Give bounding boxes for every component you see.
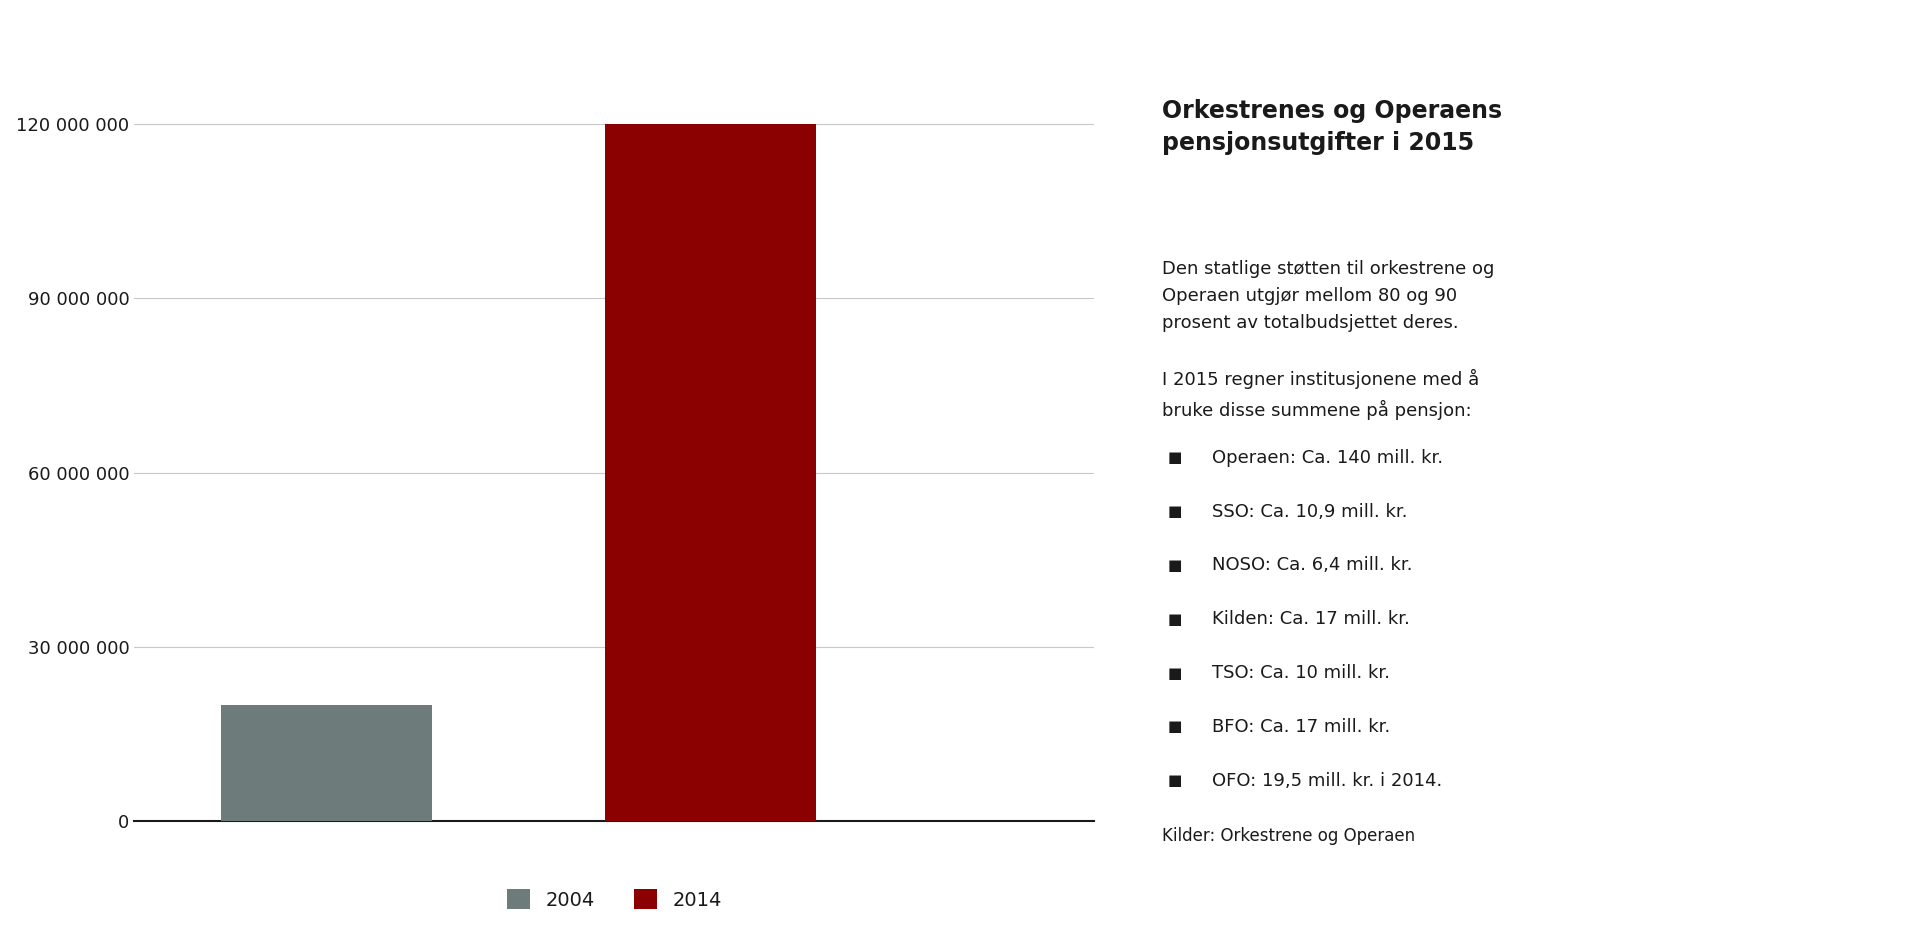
Text: Operaen: Ca. 140 mill. kr.: Operaen: Ca. 140 mill. kr. xyxy=(1212,448,1442,467)
Legend: 2004, 2014: 2004, 2014 xyxy=(507,889,722,910)
Text: Orkestrenes og Operaens
pensjonsutgifter i 2015: Orkestrenes og Operaens pensjonsutgifter… xyxy=(1162,99,1501,155)
Text: ■: ■ xyxy=(1167,773,1181,788)
Text: ■: ■ xyxy=(1167,612,1181,627)
Text: TSO: Ca. 10 mill. kr.: TSO: Ca. 10 mill. kr. xyxy=(1212,664,1390,683)
Text: BFO: Ca. 17 mill. kr.: BFO: Ca. 17 mill. kr. xyxy=(1212,717,1390,736)
Text: OFO: 19,5 mill. kr. i 2014.: OFO: 19,5 mill. kr. i 2014. xyxy=(1212,771,1442,790)
Text: Den statlige støtten til orkestrene og
Operaen utgjør mellom 80 og 90
prosent av: Den statlige støtten til orkestrene og O… xyxy=(1162,260,1494,420)
Text: NOSO: Ca. 6,4 mill. kr.: NOSO: Ca. 6,4 mill. kr. xyxy=(1212,556,1411,575)
Text: SSO: Ca. 10,9 mill. kr.: SSO: Ca. 10,9 mill. kr. xyxy=(1212,502,1407,521)
Text: Kilden: Ca. 17 mill. kr.: Kilden: Ca. 17 mill. kr. xyxy=(1212,610,1409,629)
Text: ■: ■ xyxy=(1167,450,1181,465)
Bar xyxy=(221,705,432,821)
Text: ■: ■ xyxy=(1167,558,1181,573)
Text: Kilder: Orkestrene og Operaen: Kilder: Orkestrene og Operaen xyxy=(1162,827,1415,845)
Text: ■: ■ xyxy=(1167,666,1181,681)
Text: ■: ■ xyxy=(1167,504,1181,519)
Bar xyxy=(605,125,816,821)
Text: ■: ■ xyxy=(1167,719,1181,734)
